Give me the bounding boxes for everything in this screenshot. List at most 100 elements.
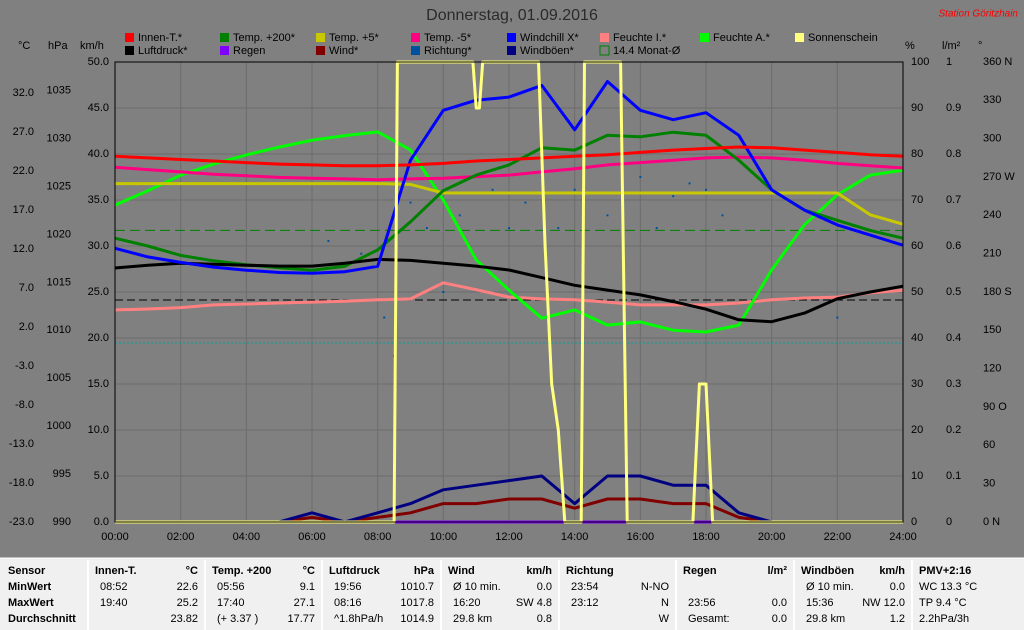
cell: 23:56 — [688, 597, 716, 609]
x-tick-label: 04:00 — [233, 531, 261, 543]
legend-swatch — [411, 33, 420, 42]
legend-swatch — [220, 46, 229, 55]
series-line — [115, 60, 903, 524]
direction-dot — [721, 214, 724, 217]
y-tick-label: 0.0 — [94, 516, 109, 528]
direction-dot — [327, 239, 330, 242]
y-tick-label: 0.8 — [946, 148, 961, 160]
legend-swatch — [795, 33, 804, 42]
plot-border — [114, 61, 904, 523]
row-label: MaxWert — [8, 597, 54, 609]
legend-swatch — [316, 33, 325, 42]
cell: 1017.8 — [400, 597, 434, 609]
cell: Gesamt: — [688, 613, 730, 625]
legend-label: Innen-T.* — [138, 32, 183, 44]
legend-swatch — [125, 46, 134, 55]
x-tick-label: 16:00 — [627, 531, 655, 543]
y-tick-label: 120 — [983, 363, 1001, 375]
direction-dot — [458, 214, 461, 217]
legend-label: Temp. +5* — [329, 32, 380, 44]
y-tick-label: 0.7 — [946, 194, 961, 206]
cell: 0.0 — [537, 581, 552, 593]
cell: 23.82 — [170, 613, 198, 625]
y-tick-label: 12.0 — [13, 243, 34, 255]
column-unit: km/h — [879, 565, 905, 577]
y-tick-label: 1035 — [47, 85, 71, 97]
axis-unit: °C — [18, 40, 30, 52]
y-tick-label: 0.5 — [946, 286, 961, 298]
cell: 0.8 — [537, 613, 552, 625]
cell: 0.0 — [890, 581, 905, 593]
series-line — [114, 130, 904, 334]
column-header: Innen-T. — [95, 565, 137, 577]
x-tick-label: 06:00 — [298, 531, 326, 543]
y-tick-label: 0.1 — [946, 470, 961, 482]
cell: Ø 10 min. — [453, 581, 501, 593]
y-tick-label: 10.0 — [88, 424, 109, 436]
cell: 27.1 — [294, 597, 315, 609]
cell: 17.77 — [287, 613, 315, 625]
cell: NW 12.0 — [862, 597, 905, 609]
column-header: Temp. +200 — [212, 565, 271, 577]
legend-label: Feuchte A.* — [713, 32, 771, 44]
legend-label: Windchill X* — [520, 32, 579, 44]
legend-label: Luftdruck* — [138, 45, 188, 57]
y-tick-label: 240 — [983, 209, 1001, 221]
cell: 2.2hPa/3h — [919, 613, 969, 625]
legend-swatch — [600, 33, 609, 42]
x-tick-label: 10:00 — [430, 531, 458, 543]
legend: Innen-T.* Temp. +200* Temp. +5* Temp. -5* Wi… — [125, 32, 878, 57]
y-tick-label: 25.0 — [88, 286, 109, 298]
y-tick-label: 50.0 — [88, 56, 109, 68]
legend-label: Wind* — [329, 45, 359, 57]
direction-dot — [425, 227, 428, 230]
y-tick-label: 1 — [946, 56, 952, 68]
y-tick-label: 40.0 — [88, 148, 109, 160]
cell: 23:54 — [571, 581, 599, 593]
direction-dot — [491, 188, 494, 191]
x-tick-label: 22:00 — [824, 531, 852, 543]
y-tick-label: 2.0 — [19, 321, 34, 333]
direction-dot — [442, 291, 445, 293]
y-tick-label: 360 N — [983, 56, 1012, 68]
legend-label: Feuchte I.* — [613, 32, 667, 44]
series-line — [114, 281, 904, 312]
y-tick-label: 15.0 — [88, 378, 109, 390]
cell: 15:36 — [806, 597, 834, 609]
y-tick-label: 0.4 — [946, 332, 961, 344]
legend-label: Temp. -5* — [424, 32, 472, 44]
stats-table: Sensor MinWert MaxWert Durchschnitt Innen-T.… — [8, 560, 977, 630]
cell: W — [659, 613, 670, 625]
column-header: Richtung — [566, 565, 614, 577]
y-tick-label: 300 — [983, 133, 1001, 145]
cell: (+ 3.37 ) — [217, 613, 258, 625]
cell: 29.8 km — [453, 613, 492, 625]
legend-swatch — [316, 46, 325, 55]
series-line — [114, 257, 904, 324]
x-tick-label: 02:00 — [167, 531, 195, 543]
y-tick-label: 330 — [983, 94, 1001, 106]
direction-dot — [573, 188, 576, 191]
cell: 16:20 — [453, 597, 481, 609]
y-tick-label: 1010 — [47, 324, 71, 336]
legend-swatch — [700, 33, 709, 42]
legend-label: Richtung* — [424, 45, 472, 57]
y-tick-label: 1015 — [47, 276, 71, 288]
series-line — [114, 145, 904, 168]
cell: 17:40 — [217, 597, 245, 609]
y-tick-label: 35.0 — [88, 194, 109, 206]
column-unit: l/m² — [767, 565, 787, 577]
column-header: Regen — [683, 565, 717, 577]
cell: 9.1 — [300, 581, 315, 593]
y-tick-label: 1030 — [47, 133, 71, 145]
y-tick-label: 20 — [911, 424, 923, 436]
y-tick-label: 60 — [983, 439, 995, 451]
cell: N — [661, 597, 669, 609]
y-tick-label: 40 — [911, 332, 923, 344]
cell: 22.6 — [177, 581, 198, 593]
cell: 23:12 — [571, 597, 599, 609]
direction-dot — [524, 201, 527, 204]
cell: 19:40 — [100, 597, 128, 609]
y-tick-label: 210 — [983, 248, 1001, 260]
column-unit: °C — [186, 565, 198, 577]
